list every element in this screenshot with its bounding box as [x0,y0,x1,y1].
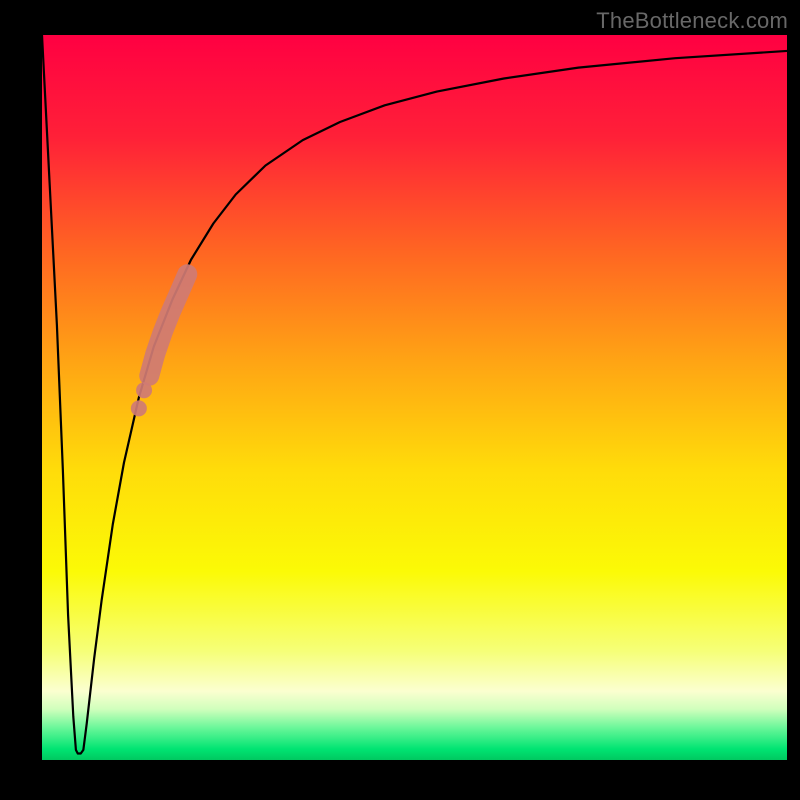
bottleneck-chart [0,0,800,800]
watermark-text: TheBottleneck.com [596,8,788,34]
chart-container: { "watermark": "TheBottleneck.com", "cha… [0,0,800,800]
gradient-background [42,35,787,760]
